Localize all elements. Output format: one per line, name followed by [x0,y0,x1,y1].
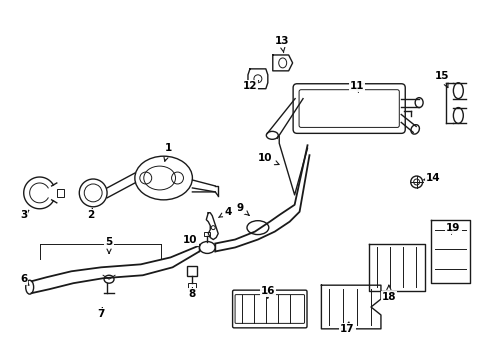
Text: 7: 7 [97,308,104,319]
Text: 19: 19 [445,222,460,234]
Text: 14: 14 [423,173,440,183]
Text: 18: 18 [381,285,395,302]
Bar [187,266,197,276]
Text: 10: 10 [183,234,198,246]
Text: 3: 3 [20,210,29,220]
Bar [188,283,196,289]
Text: 1: 1 [163,143,172,161]
Text: 15: 15 [434,71,449,87]
Bar [57,189,64,197]
Text: 11: 11 [349,81,364,92]
Text: 13: 13 [274,36,288,53]
Text: 6: 6 [20,274,29,285]
Text: 5: 5 [105,237,112,253]
Text: 8: 8 [188,288,196,299]
Text: 17: 17 [339,322,354,334]
Text: 12: 12 [242,81,258,91]
Text: 10: 10 [257,153,279,165]
Text: 9: 9 [236,203,248,215]
Bar [204,231,210,235]
Text: 16: 16 [260,286,275,298]
Text: 4: 4 [218,207,231,217]
Text: 2: 2 [87,208,95,220]
